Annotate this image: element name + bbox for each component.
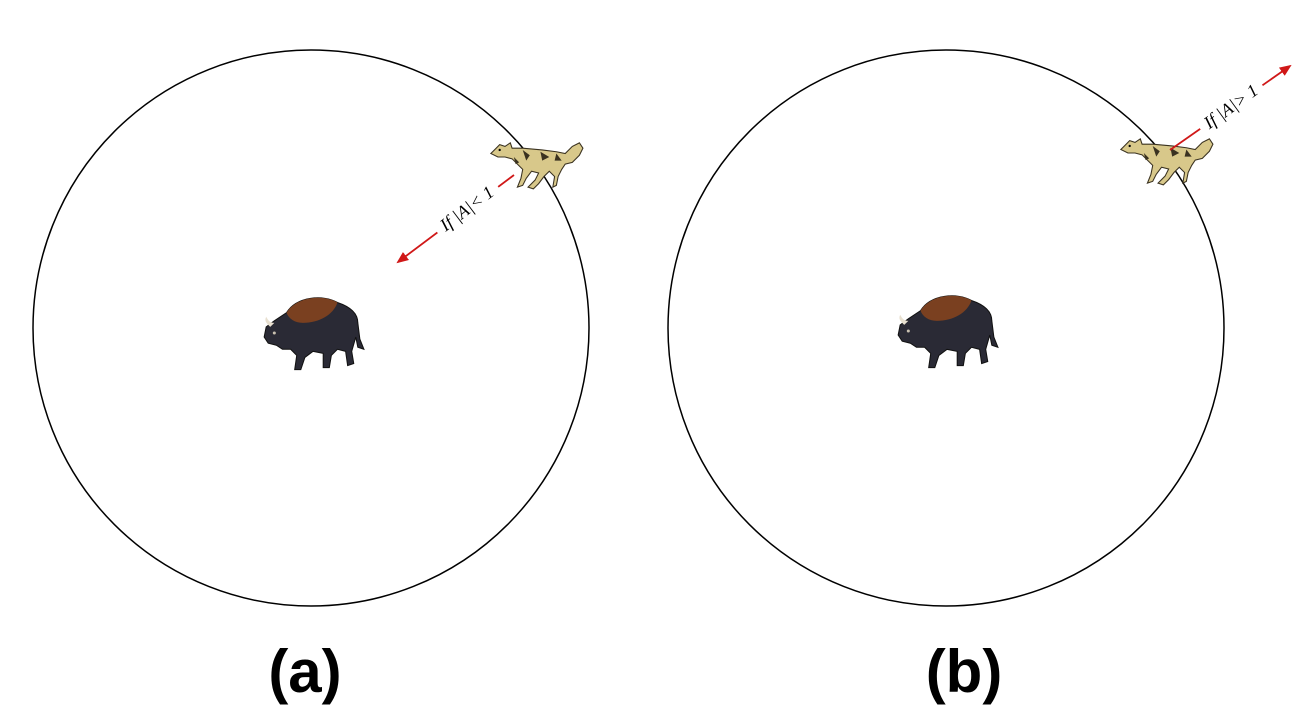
wolf-icon <box>1120 138 1214 186</box>
caption-b: (b) <box>925 638 1003 705</box>
caption-a: (a) <box>268 638 342 705</box>
arrow-label-b: If |A|> 1 <box>1199 80 1262 133</box>
encircling-circle-b <box>667 49 1225 607</box>
bison-icon <box>263 297 365 371</box>
panel-a: If |A|< 1 <box>32 49 590 607</box>
bison-icon <box>897 295 999 369</box>
arrow-label-a: If |A|< 1 <box>435 182 497 236</box>
panel-b: If |A|> 1 <box>667 49 1292 607</box>
encircling-circle-a <box>32 49 590 607</box>
